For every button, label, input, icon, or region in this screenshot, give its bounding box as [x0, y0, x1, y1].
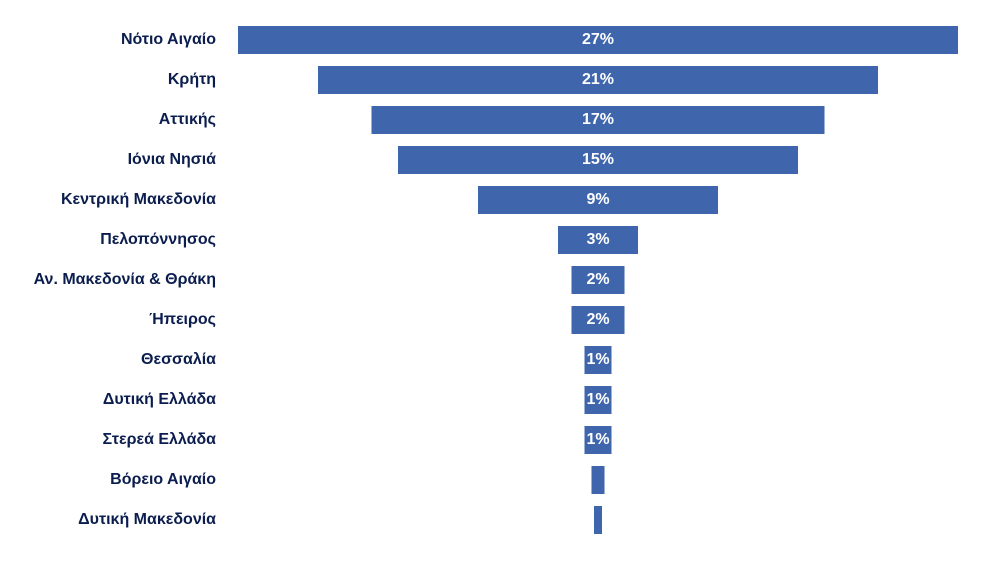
- category-label: Κεντρική Μακεδονία: [0, 191, 228, 209]
- category-label: Ήπειρος: [0, 311, 228, 329]
- bar: 9%: [478, 186, 718, 214]
- plot-area: 2%: [228, 260, 991, 300]
- bar-value-label: 1%: [586, 431, 609, 449]
- plot-area: 21%: [228, 60, 991, 100]
- bar: 1%: [585, 426, 612, 454]
- bar: 2%: [572, 306, 625, 334]
- chart-row: Ήπειρος 2%: [0, 300, 991, 340]
- bar-value-label: 27%: [582, 31, 614, 49]
- chart-row: Κεντρική Μακεδονία 9%: [0, 180, 991, 220]
- bar: 2%: [572, 266, 625, 294]
- plot-area: 1%: [228, 380, 991, 420]
- bar: [592, 466, 605, 494]
- category-label: Θεσσαλία: [0, 351, 228, 369]
- bar-value-label: 9%: [586, 191, 609, 209]
- category-label: Δυτική Μακεδονία: [0, 511, 228, 529]
- chart-row: Πελοπόννησος 3%: [0, 220, 991, 260]
- plot-area: 15%: [228, 140, 991, 180]
- plot-area: 1%: [228, 420, 991, 460]
- chart-row: Ιόνια Νησιά 15%: [0, 140, 991, 180]
- category-label: Πελοπόννησος: [0, 231, 228, 249]
- category-label: Αν. Μακεδονία & Θράκη: [0, 271, 228, 289]
- bar-value-label: 1%: [586, 391, 609, 409]
- chart-row: Δυτική Μακεδονία: [0, 500, 991, 540]
- chart-row: Αν. Μακεδονία & Θράκη 2%: [0, 260, 991, 300]
- category-label: Δυτική Ελλάδα: [0, 391, 228, 409]
- bar: 3%: [558, 226, 638, 254]
- plot-area: 27%: [228, 20, 991, 60]
- chart-row: Νότιο Αιγαίο 27%: [0, 20, 991, 60]
- bar: 21%: [318, 66, 878, 94]
- bar-value-label: 21%: [582, 71, 614, 89]
- category-label: Νότιο Αιγαίο: [0, 31, 228, 49]
- bar: [594, 506, 602, 534]
- category-label: Βόρειο Αιγαίο: [0, 471, 228, 489]
- plot-area: 9%: [228, 180, 991, 220]
- plot-area: 1%: [228, 340, 991, 380]
- bar-value-label: 2%: [586, 271, 609, 289]
- chart-row: Αττικής 17%: [0, 100, 991, 140]
- plot-area: 2%: [228, 300, 991, 340]
- chart-row: Κρήτη 21%: [0, 60, 991, 100]
- bar-value-label: 3%: [586, 231, 609, 249]
- plot-area: 17%: [228, 100, 991, 140]
- plot-area: [228, 500, 991, 540]
- bar-value-label: 15%: [582, 151, 614, 169]
- bar: 17%: [372, 106, 825, 134]
- category-label: Ιόνια Νησιά: [0, 151, 228, 169]
- category-label: Κρήτη: [0, 71, 228, 89]
- chart-row: Θεσσαλία 1%: [0, 340, 991, 380]
- bar: 27%: [238, 26, 958, 54]
- bar: 1%: [585, 386, 612, 414]
- bar-value-label: 1%: [586, 351, 609, 369]
- plot-area: [228, 460, 991, 500]
- bar: 15%: [398, 146, 798, 174]
- chart-row: Στερεά Ελλάδα 1%: [0, 420, 991, 460]
- bar: 1%: [585, 346, 612, 374]
- chart-row: Δυτική Ελλάδα 1%: [0, 380, 991, 420]
- chart-row: Βόρειο Αιγαίο: [0, 460, 991, 500]
- category-label: Στερεά Ελλάδα: [0, 431, 228, 449]
- funnel-chart: Νότιο Αιγαίο 27% Κρήτη 21% Αττικής 17% Ιόνια Ν…: [0, 0, 991, 565]
- category-label: Αττικής: [0, 111, 228, 129]
- bar-value-label: 2%: [586, 311, 609, 329]
- plot-area: 3%: [228, 220, 991, 260]
- bar-value-label: 17%: [582, 111, 614, 129]
